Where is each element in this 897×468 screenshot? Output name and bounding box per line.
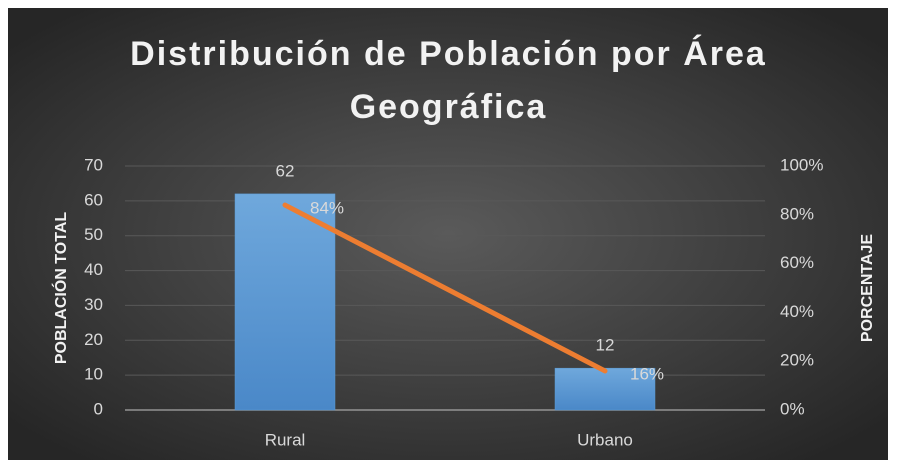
y-tick-label: 50: [84, 225, 103, 244]
y-tick-label: 0: [94, 399, 103, 418]
x-tick-label: Rural: [265, 430, 306, 449]
y-tick-label: 20: [84, 330, 103, 349]
y2-tick-label: 0%: [780, 399, 805, 418]
y2-axis-title: PORCENTAJE: [859, 234, 876, 342]
y2-tick-label: 60%: [780, 253, 814, 272]
y2-tick-label: 80%: [780, 204, 814, 223]
bar-value-label: 62: [276, 161, 295, 180]
chart-background: [8, 8, 888, 460]
y-tick-label: 40: [84, 260, 103, 279]
y-tick-label: 30: [84, 295, 103, 314]
y2-tick-label: 20%: [780, 351, 814, 370]
x-tick-label: Urbano: [577, 430, 633, 449]
line-value-label: 16%: [630, 364, 664, 383]
y2-tick-label: 40%: [780, 302, 814, 321]
y2-tick-label: 100%: [780, 155, 823, 174]
bar: [234, 193, 336, 411]
bar-value-label: 12: [596, 336, 615, 355]
chart-title: Distribución de Población por Área Geogr…: [130, 35, 767, 126]
y-tick-label: 10: [84, 365, 103, 384]
bar: [554, 367, 656, 411]
line: [282, 202, 608, 374]
y-axis-title: POBLACIÓN TOTAL: [51, 212, 70, 365]
y-tick-label: 60: [84, 190, 103, 209]
line-value-label: 84%: [310, 199, 344, 218]
y-tick-label: 70: [84, 155, 103, 174]
